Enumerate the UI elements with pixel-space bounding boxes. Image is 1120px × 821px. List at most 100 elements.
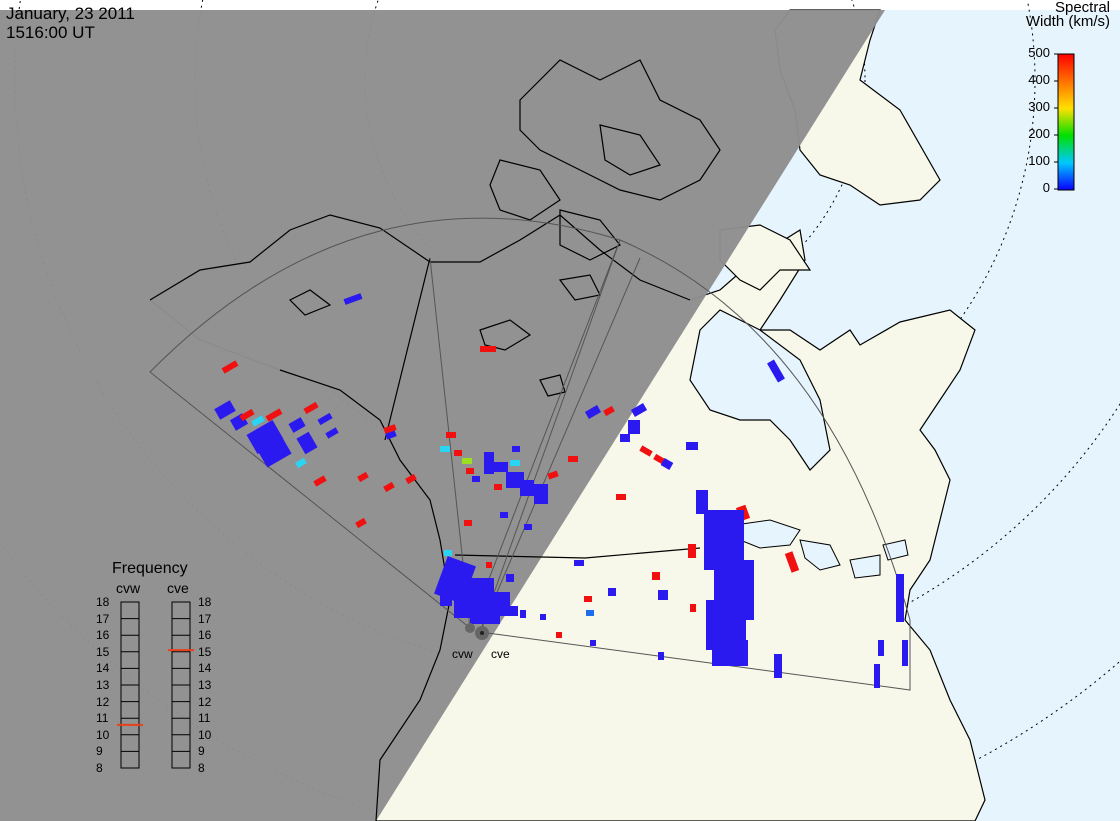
- echo-cell: [313, 475, 327, 487]
- colorbar-tick: 200: [1028, 126, 1050, 141]
- echo-cell: [325, 427, 339, 439]
- echo-cell: [774, 654, 782, 678]
- time-label: 1516:00 UT: [6, 23, 95, 42]
- colorbar-title-line1: Spectral: [1054, 0, 1110, 16]
- echo-cell: [584, 596, 592, 602]
- frequency-scale-cve: [171, 601, 191, 769]
- frequency-scale-label: 17: [96, 611, 110, 626]
- echo-cell: [295, 457, 307, 469]
- echo-cell: [251, 415, 265, 427]
- echo-cell: [440, 446, 450, 452]
- echo-cell: [357, 471, 369, 483]
- colorbar-tick: 500: [1028, 45, 1050, 60]
- echo-cell: [446, 432, 456, 438]
- echo-cell: [630, 403, 648, 417]
- frequency-scale-label: 16: [198, 628, 212, 643]
- frequency-scale-label: 15: [96, 644, 110, 659]
- frequency-radar-cve: cve: [167, 580, 189, 596]
- echo-cell: [620, 434, 630, 442]
- echo-cell: [500, 512, 508, 518]
- echo-cell: [486, 562, 492, 568]
- radar-sites: [465, 623, 489, 640]
- great-lakes: [734, 519, 909, 579]
- frequency-scale-label: 11: [198, 711, 211, 726]
- echo-cell: [688, 544, 696, 558]
- frequency-scale-label: 9: [96, 744, 103, 759]
- echo-cell: [221, 360, 239, 374]
- echo-cell: [506, 574, 514, 582]
- echo-cell: [534, 484, 548, 504]
- frequency-scale-label: 18: [198, 595, 212, 609]
- echo-cell: [616, 494, 626, 500]
- echo-cell: [385, 430, 397, 440]
- echo-cell: [343, 293, 363, 305]
- echo-cell: [658, 590, 668, 600]
- frequency-scale-label: 10: [96, 727, 110, 742]
- frequency-scale-label: 8: [198, 761, 205, 775]
- frequency-scale-label: 14: [96, 661, 110, 676]
- frequency-scale-label: 14: [198, 661, 212, 676]
- frequency-scale-label: 10: [198, 727, 212, 742]
- echo-cell: [512, 446, 520, 452]
- echo-cell: [628, 420, 640, 434]
- echo-cell: [405, 473, 417, 485]
- echo-cell: [586, 610, 594, 616]
- echo-cell: [239, 408, 255, 422]
- echo-cell: [690, 604, 696, 612]
- echo-cell: [696, 490, 708, 514]
- hudson-bay: [689, 309, 831, 471]
- frequency-scale-label: 17: [198, 611, 212, 626]
- echo-cell: [303, 401, 319, 415]
- echo-cell: [524, 524, 532, 530]
- baffin-island: [719, 224, 812, 291]
- echo-cell: [383, 481, 395, 493]
- colorbar-tick: 400: [1028, 72, 1050, 87]
- echo-cell: [494, 462, 508, 472]
- echo-cell: [214, 400, 236, 420]
- echo-cell: [784, 551, 800, 573]
- echo-cell: [383, 424, 397, 434]
- echo-cell: [584, 405, 602, 419]
- echo-cell: [653, 453, 665, 465]
- echo-cell: [547, 470, 559, 480]
- echo-cell: [444, 550, 452, 556]
- echo-markers: [214, 293, 908, 688]
- echo-cell: [256, 434, 292, 468]
- frequency-scale-label: 12: [96, 694, 110, 709]
- echo-cell: [658, 652, 664, 660]
- echo-cell: [296, 431, 318, 455]
- site-label-cvw: cvw: [452, 647, 473, 661]
- echo-cell: [246, 419, 284, 455]
- radar-site-cvw: [465, 623, 475, 633]
- echo-cell: [480, 346, 496, 352]
- echo-cell: [500, 606, 518, 616]
- echo-cell: [874, 664, 880, 688]
- frequency-scale-cvw: [120, 601, 140, 769]
- frequency-scale-label: 15: [198, 644, 212, 659]
- echo-cell: [902, 640, 908, 666]
- echo-cell: [652, 572, 660, 580]
- echo-cell: [454, 450, 462, 456]
- echo-cell: [712, 640, 748, 666]
- echo-cell: [510, 460, 520, 466]
- echo-cell: [355, 517, 367, 529]
- colorbar-title-line2: Width (km/s): [1025, 13, 1110, 30]
- echo-cell: [466, 468, 474, 474]
- echo-cell: [317, 412, 333, 426]
- frequency-scale-label: 16: [96, 628, 110, 643]
- echo-cell: [288, 417, 306, 433]
- echo-cell: [520, 480, 534, 496]
- echo-cell: [520, 610, 526, 618]
- echo-cell: [603, 405, 615, 417]
- echo-cell: [767, 359, 785, 383]
- date-label: January, 23 2011: [6, 4, 135, 23]
- echo-cell: [639, 445, 653, 457]
- frequency-scale-label: 18: [96, 595, 110, 609]
- echo-cell: [896, 574, 904, 622]
- echo-cell: [472, 476, 480, 482]
- night-overlay: [0, 10, 885, 821]
- colorbar-tick: 300: [1028, 99, 1050, 114]
- echo-cell: [686, 442, 698, 450]
- echo-cell: [608, 588, 616, 596]
